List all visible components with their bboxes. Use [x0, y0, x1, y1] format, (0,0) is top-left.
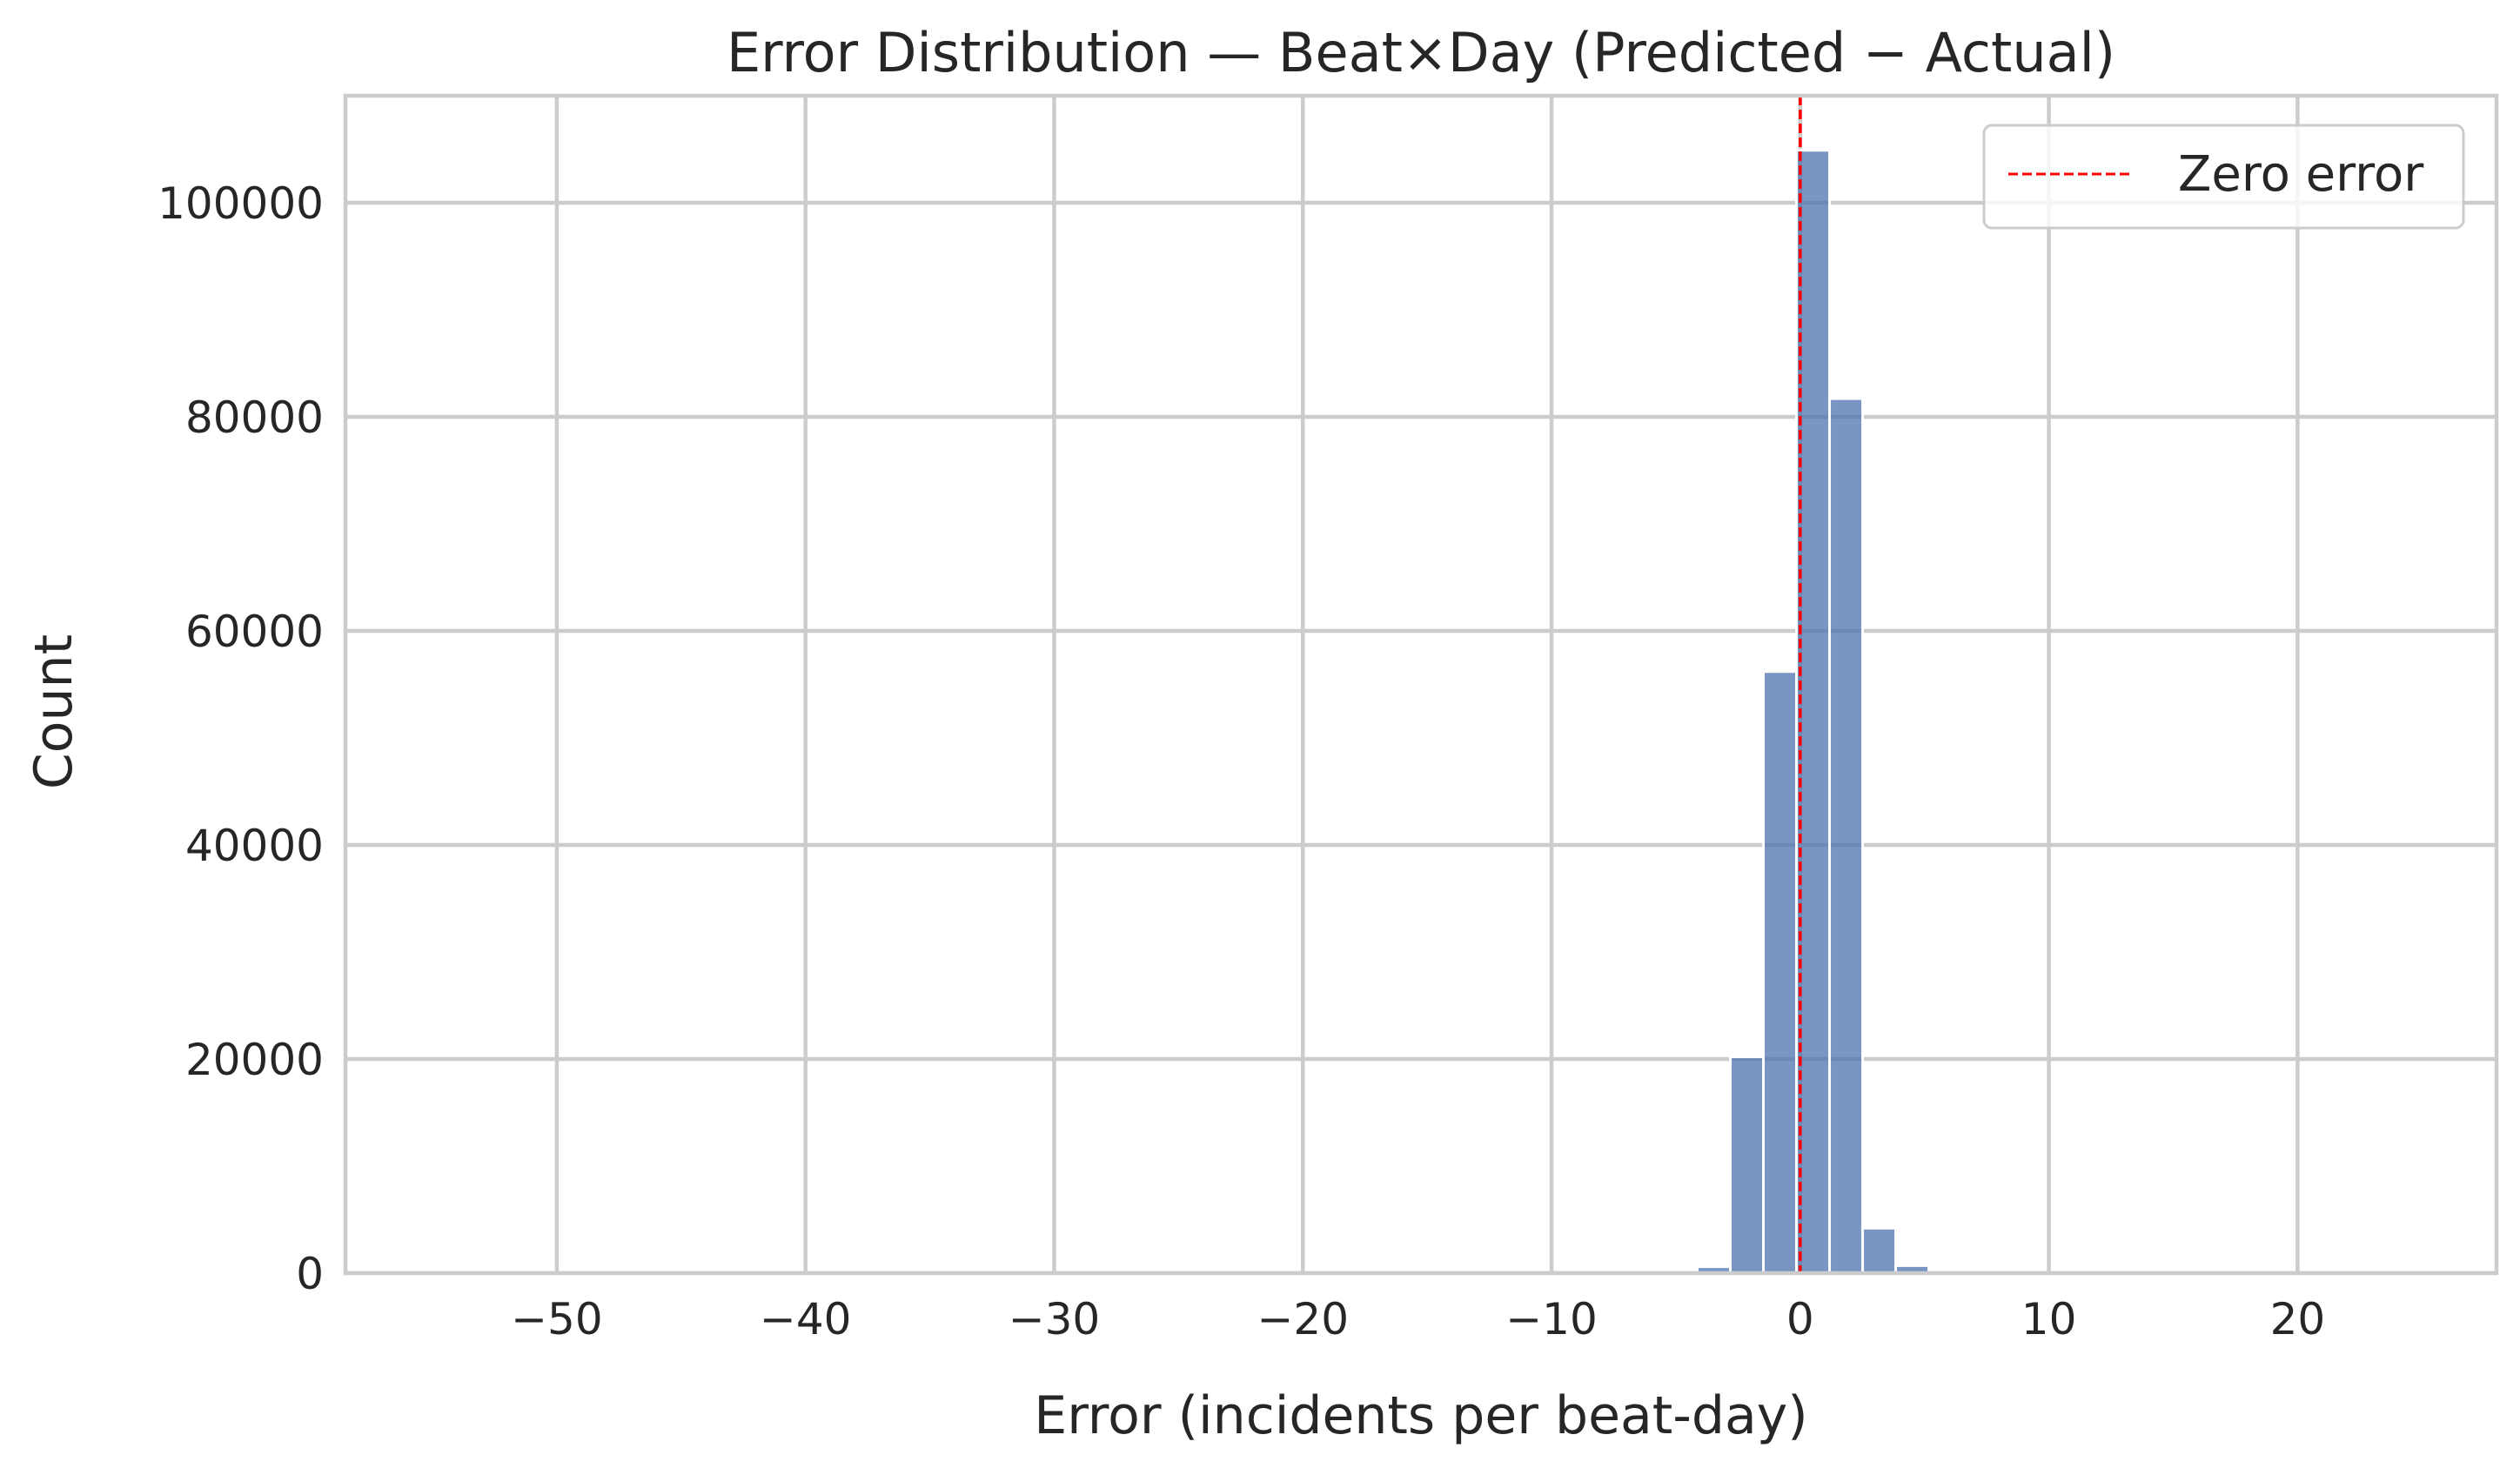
- x-tick-label: −40: [760, 1294, 852, 1344]
- plot-frame: [343, 93, 2499, 1276]
- histogram-bar: [1861, 1226, 1898, 1275]
- y-tick-label: 60000: [185, 607, 324, 657]
- y-tick-label: 20000: [185, 1035, 324, 1085]
- histogram-bar: [1762, 670, 1799, 1275]
- x-tick-label: −10: [1505, 1294, 1598, 1344]
- y-tick-label: 80000: [185, 392, 324, 443]
- x-tick-label: −50: [511, 1294, 603, 1344]
- x-tick-label: 10: [2021, 1294, 2077, 1344]
- histogram-bar: [1729, 1056, 1766, 1275]
- legend-zero-error-label: Zero error: [2178, 146, 2424, 203]
- x-tick-label: −20: [1257, 1294, 1349, 1344]
- x-tick-label: 0: [1786, 1294, 1814, 1344]
- histogram-bar: [1795, 149, 1832, 1275]
- x-tick-label: 20: [2270, 1294, 2326, 1344]
- tick-label-layer: −50 −40 −30 −20 −10 0 10 20 0 20000 40000 60000 8000…: [158, 178, 2325, 1344]
- chart-title: Error Distribution — Beat×Day (Predicted…: [727, 21, 2115, 84]
- legend: Zero error: [1982, 124, 2465, 230]
- y-tick-label: 100000: [158, 178, 324, 229]
- x-tick-label: −30: [1009, 1294, 1101, 1344]
- y-axis-title: Count: [23, 634, 84, 789]
- legend-box: [1982, 124, 2465, 230]
- histogram-bar: [1828, 397, 1865, 1275]
- y-tick-label: 40000: [185, 821, 324, 871]
- x-axis-title: Error (incidents per beat-day): [1034, 1385, 1807, 1446]
- y-tick-label: 0: [296, 1249, 324, 1299]
